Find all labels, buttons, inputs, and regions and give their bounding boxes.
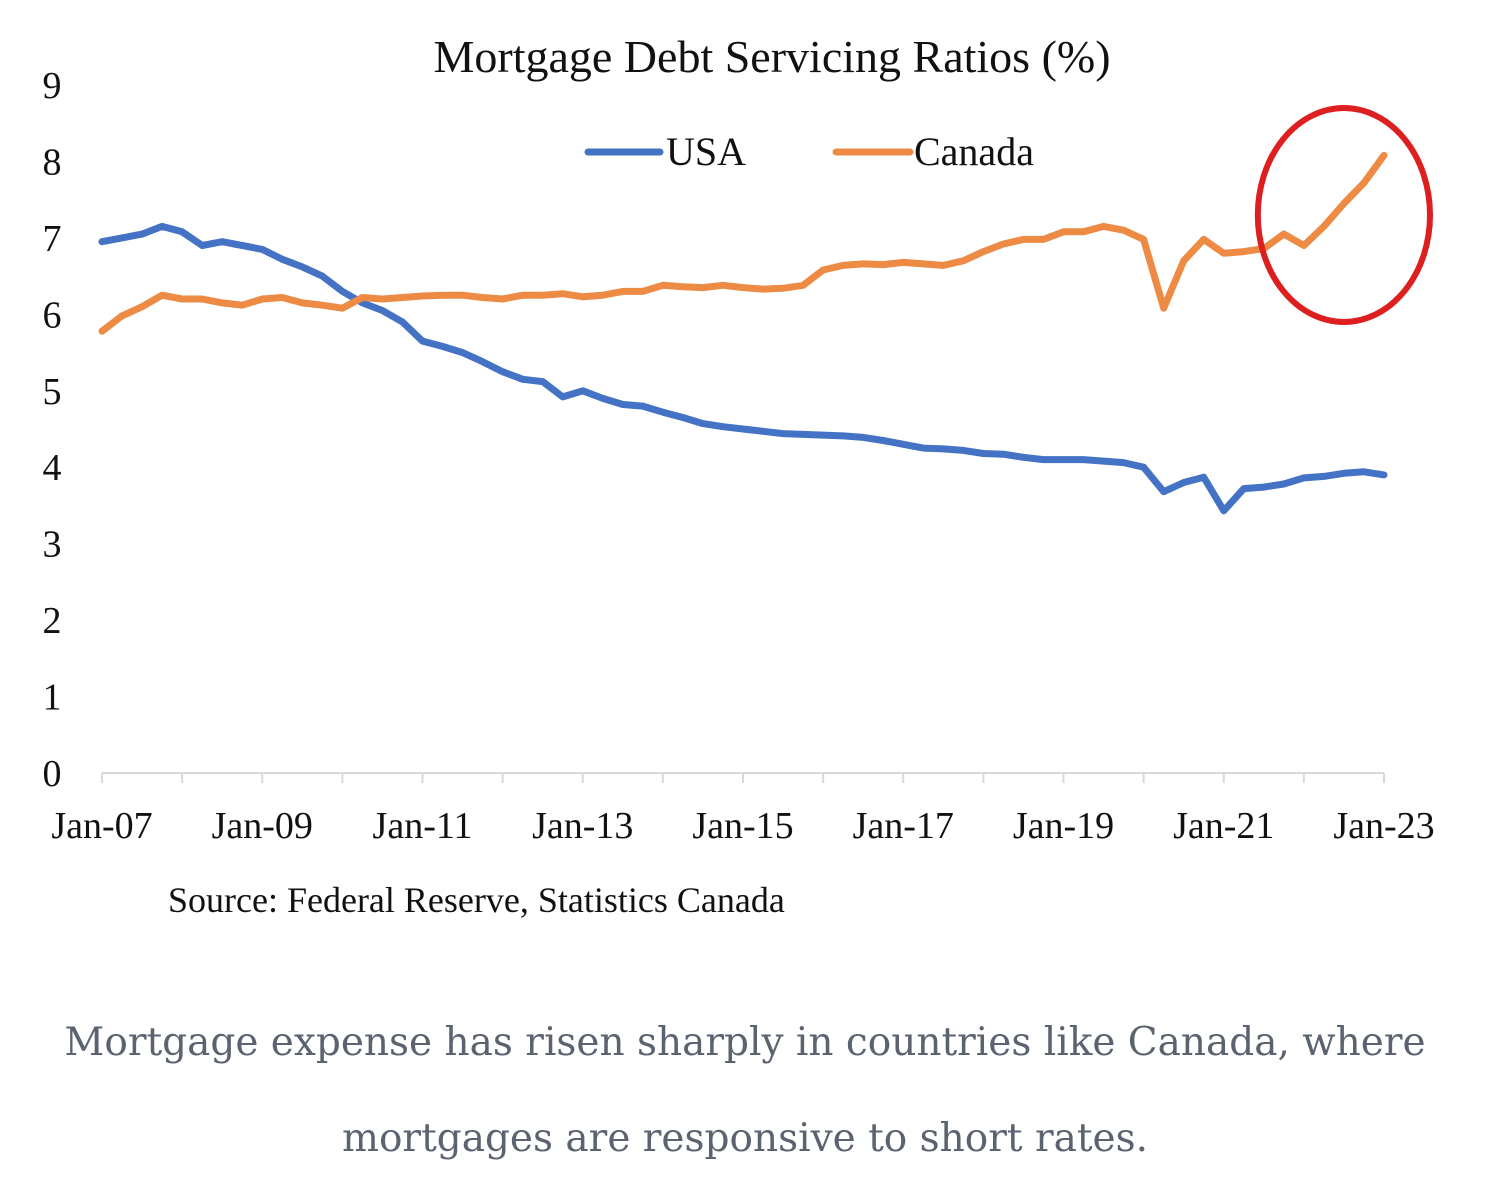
x-tick-label: Jan-07 bbox=[51, 805, 152, 847]
y-tick-label: 6 bbox=[43, 294, 62, 336]
x-tick-label: Jan-09 bbox=[212, 805, 313, 847]
source-note: Source: Federal Reserve, Statistics Cana… bbox=[168, 880, 785, 920]
figure-caption: Mortgage expense has risen sharply in co… bbox=[64, 1020, 1426, 1161]
y-tick-label: 8 bbox=[43, 141, 62, 183]
highlight-circle bbox=[1254, 105, 1434, 325]
y-tick-label: 1 bbox=[43, 677, 62, 719]
x-tick-label: Jan-21 bbox=[1173, 805, 1274, 847]
legend-label-canada: Canada bbox=[914, 129, 1034, 174]
x-tick-label: Jan-15 bbox=[692, 805, 793, 847]
x-tick-label: Jan-11 bbox=[373, 805, 473, 847]
y-tick-label: 2 bbox=[43, 600, 62, 642]
x-tick-label: Jan-23 bbox=[1333, 805, 1434, 847]
x-tick-label: Jan-19 bbox=[1013, 805, 1114, 847]
x-tick-label: Jan-17 bbox=[853, 805, 954, 847]
y-tick-label: 7 bbox=[43, 218, 62, 260]
y-tick-label: 4 bbox=[43, 447, 62, 489]
y-axis-tick-labels: 0 1 2 3 4 5 6 7 8 9 bbox=[43, 65, 62, 795]
series-line-usa bbox=[98, 222, 1388, 515]
highlight-layer bbox=[1254, 105, 1434, 325]
chart-canvas: Mortgage Debt Servicing Ratios (%) USA Ca… bbox=[43, 31, 1435, 920]
x-tick-label: Jan-13 bbox=[532, 805, 633, 847]
legend-label-usa: USA bbox=[666, 129, 746, 174]
y-tick-label: 5 bbox=[43, 371, 62, 413]
chart-title: Mortgage Debt Servicing Ratios (%) bbox=[433, 31, 1110, 82]
legend: USA Canada bbox=[584, 129, 1034, 174]
y-tick-label: 0 bbox=[43, 753, 62, 795]
y-tick-label: 3 bbox=[43, 524, 62, 566]
x-axis: Jan-07 Jan-09 Jan-11 Jan-13 Jan-15 Jan-17 Jan-… bbox=[51, 772, 1435, 847]
y-tick-label: 9 bbox=[43, 65, 62, 107]
series-line-canada bbox=[98, 151, 1388, 335]
series-layer bbox=[98, 151, 1388, 515]
